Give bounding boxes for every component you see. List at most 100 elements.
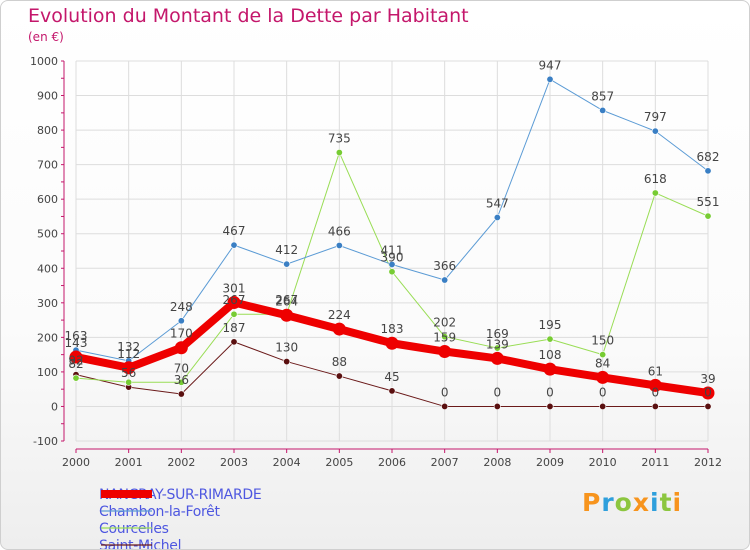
chart-title: Evolution du Montant de la Dette par Hab… (28, 5, 469, 27)
data-point (335, 372, 343, 380)
data-label: 248 (170, 300, 193, 314)
x-tick-label: 2010 (589, 456, 617, 469)
y-tick-label: 500 (37, 228, 58, 241)
data-point (599, 351, 607, 359)
data-point (648, 378, 662, 392)
y-tick-label: 200 (37, 331, 58, 344)
data-label: 169 (486, 327, 509, 341)
data-label: 267 (223, 293, 246, 307)
legend-swatch-courcelles (101, 527, 152, 529)
data-label: 170 (170, 327, 193, 341)
data-point (651, 402, 659, 410)
data-label: 70 (174, 361, 189, 375)
data-point (599, 402, 607, 410)
data-label: 150 (591, 334, 614, 348)
data-point (546, 335, 554, 343)
x-tick-label: 2005 (325, 456, 353, 469)
legend-item-saint-michel: Saint-Michel (99, 537, 261, 550)
data-label: 682 (697, 150, 720, 164)
data-point (441, 333, 449, 341)
data-point (596, 370, 610, 384)
data-point (546, 402, 554, 410)
data-label: 0 (441, 385, 449, 399)
data-point (599, 106, 607, 114)
data-point (651, 189, 659, 197)
data-label: 0 (494, 385, 502, 399)
data-label: 412 (275, 243, 298, 257)
x-tick-label: 2002 (167, 456, 195, 469)
data-label: 0 (546, 385, 554, 399)
data-label: 551 (697, 195, 720, 209)
data-point (125, 378, 133, 386)
legend-item-courcelles: Courcelles (99, 520, 261, 537)
legend-label-chambon: Chambon-la-Forêt (99, 503, 220, 520)
data-point (69, 350, 83, 364)
legend-label-saint-michel: Saint-Michel (99, 537, 182, 550)
data-point (177, 390, 185, 398)
data-label: 618 (644, 172, 667, 186)
data-point (490, 351, 504, 365)
data-label: 36 (174, 373, 189, 387)
data-point (280, 308, 294, 322)
data-label: 187 (223, 321, 246, 335)
data-point (704, 402, 712, 410)
line-chart: -100010020030040050060070080090010002000… (30, 55, 722, 469)
data-label: 224 (328, 308, 351, 322)
data-label: 39 (700, 372, 715, 386)
y-tick-label: -100 (33, 435, 58, 448)
data-label: 132 (117, 340, 140, 354)
data-point (543, 362, 557, 376)
data-label: 183 (381, 322, 404, 336)
y-tick-label: 1000 (30, 55, 58, 68)
data-point (335, 149, 343, 157)
data-label: 0 (704, 385, 712, 399)
data-label: 61 (648, 364, 663, 378)
x-tick-label: 2003 (220, 456, 248, 469)
x-tick-label: 2001 (115, 456, 143, 469)
data-label: 857 (591, 89, 614, 103)
data-point (493, 402, 501, 410)
logo-letter: i (650, 488, 660, 517)
data-label: 264 (275, 294, 298, 308)
data-label: 163 (65, 329, 88, 343)
data-label: 139 (486, 337, 509, 351)
data-point (388, 387, 396, 395)
legend: NANCRAY-SUR-RIMARDE Chambon-la-Forêt Cou… (99, 486, 262, 550)
data-label: 301 (223, 281, 246, 295)
data-point (283, 260, 291, 268)
data-point (335, 241, 343, 249)
logo-letter: P (582, 488, 602, 517)
x-tick-label: 2006 (378, 456, 406, 469)
data-label: 195 (539, 318, 562, 332)
logo-letter: x (632, 488, 650, 517)
data-point (177, 378, 185, 386)
x-tick-label: 2000 (62, 456, 90, 469)
data-point (704, 167, 712, 175)
logo-letter: o (614, 488, 633, 517)
legend-swatch-saint-michel (101, 544, 152, 546)
x-tick-label: 2008 (483, 456, 511, 469)
legend-item-nancray: NANCRAY-SUR-RIMARDE (99, 486, 262, 503)
logo-letter: r (601, 488, 615, 517)
y-tick-label: 900 (37, 90, 58, 103)
y-tick-label: 300 (37, 297, 58, 310)
data-point (388, 268, 396, 276)
data-point (441, 402, 449, 410)
data-point (438, 345, 452, 359)
proxiti-logo: Proxiti (582, 488, 682, 517)
y-tick-label: 0 (51, 400, 58, 413)
legend-swatch-nancray (101, 490, 152, 498)
data-label: 82 (68, 357, 83, 371)
data-label: 92 (68, 354, 83, 368)
x-tick-label: 2007 (431, 456, 459, 469)
data-label: 797 (644, 110, 667, 124)
y-tick-label: 400 (37, 262, 58, 275)
data-label: 108 (539, 348, 562, 362)
data-label: 159 (433, 331, 456, 345)
data-label: 366 (433, 259, 456, 273)
data-label: 56 (121, 366, 136, 380)
logo-letter: i (672, 488, 683, 517)
data-label: 45 (384, 370, 399, 384)
data-point (441, 276, 449, 284)
